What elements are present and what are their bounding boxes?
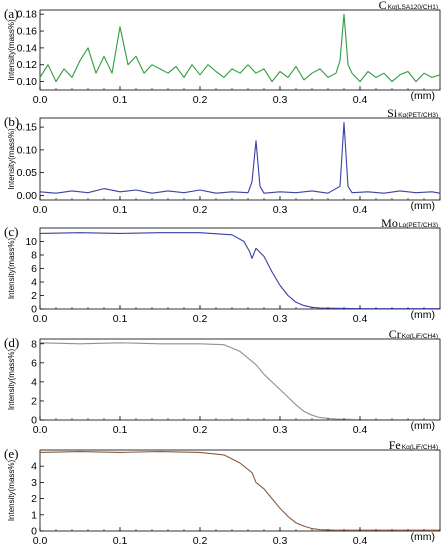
x-tick-label: 0.4 bbox=[353, 535, 368, 547]
y-tick-label: 2 bbox=[31, 395, 37, 407]
x-unit-label: (mm) bbox=[411, 309, 436, 321]
element-line: Kα(LiF/CH4) bbox=[402, 444, 438, 451]
y-tick-label: 0.16 bbox=[17, 26, 38, 38]
y-tick-label: 1 bbox=[31, 509, 37, 521]
y-tick-label: 0.00 bbox=[17, 190, 38, 202]
y-tick-label: 2 bbox=[31, 493, 37, 505]
chart-panel-1: 0.0 0.1 0.2 0.3 0.4 0.10 0.12 0.14 0.16 0.18 (mm) (… bbox=[4, 0, 441, 106]
plot-frame bbox=[39, 9, 441, 91]
element-line: Kα(PET/CH3) bbox=[398, 112, 438, 119]
x-tick-label: 0.1 bbox=[113, 204, 128, 216]
series-line bbox=[39, 342, 440, 421]
y-tick-label: 2 bbox=[31, 290, 37, 302]
y-tick-label: 0.05 bbox=[17, 167, 38, 179]
y-tick-label: 3 bbox=[31, 477, 37, 489]
y-axis-label: Intensity(mass%) bbox=[7, 19, 16, 81]
x-unit-label: (mm) bbox=[411, 420, 436, 432]
y-tick-label: 8 bbox=[31, 250, 37, 262]
chart-panel-2: 0.0 0.1 0.2 0.3 0.4 0.00 0.05 0.10 0.15 (mm) (b) Si… bbox=[4, 106, 441, 216]
element-label: CKα(LSA120/CH1) bbox=[379, 0, 438, 12]
y-tick-label: 0.14 bbox=[17, 42, 38, 54]
panel-label: (d) bbox=[4, 335, 19, 350]
x-tick-label: 0.1 bbox=[113, 535, 128, 547]
y-tick-label: 4 bbox=[31, 461, 37, 473]
plot-frame bbox=[39, 449, 441, 532]
chart-panel-5: 0.0 0.1 0.2 0.3 0.4 0 1 2 3 4 (mm) (e) FeKα(LiF/CH4)… bbox=[4, 438, 441, 547]
x-unit-label: (mm) bbox=[411, 531, 436, 543]
element-line: Kα(LSA120/CH1) bbox=[388, 4, 438, 11]
x-tick-label: 0.1 bbox=[113, 94, 128, 106]
x-tick-label: 0.4 bbox=[353, 424, 368, 436]
x-tick-label: 0.0 bbox=[33, 313, 48, 325]
chart-panel-3: 0.0 0.1 0.2 0.3 0.4 0 24 68 10 (mm) (c) MoLα(PET/CH… bbox=[4, 216, 441, 325]
element-symbol: Cr bbox=[389, 327, 401, 341]
element-symbol: Fe bbox=[389, 438, 401, 452]
element-label: MoLα(PET/CH3) bbox=[381, 216, 438, 230]
y-tick-label: 0 bbox=[31, 526, 37, 538]
element-line: Lα(PET/CH3) bbox=[399, 222, 438, 229]
x-tick-label: 0.3 bbox=[273, 94, 288, 106]
y-tick-label: 0 bbox=[31, 304, 37, 316]
y-axis-label: Intensity(mass%) bbox=[7, 237, 16, 299]
panel-label: (b) bbox=[4, 114, 19, 129]
y-tick-label: 0.18 bbox=[17, 9, 38, 21]
element-line: Kα(LiF/CH4) bbox=[402, 333, 438, 340]
x-tick-label: 0.4 bbox=[353, 313, 368, 325]
plot-frame bbox=[39, 117, 441, 201]
x-tick-label: 0.3 bbox=[273, 535, 288, 547]
chart-panel-4: 0.0 0.1 0.2 0.3 0.4 0 2 4 6 8 (mm) (d) CrKα(LiF/CH4)… bbox=[4, 327, 441, 436]
x-tick-label: 0.3 bbox=[273, 204, 288, 216]
panel-label: (c) bbox=[4, 224, 18, 239]
y-tick-label: 4 bbox=[31, 376, 37, 388]
element-symbol: C bbox=[379, 0, 387, 12]
y-tick-label: 0 bbox=[31, 415, 37, 427]
x-tick-label: 0.3 bbox=[273, 313, 288, 325]
y-tick-label: 0.12 bbox=[17, 59, 38, 71]
plot-frame bbox=[39, 338, 441, 421]
y-axis-label: Intensity(mass%) bbox=[7, 348, 16, 410]
panel-label: (a) bbox=[4, 6, 18, 21]
y-axis-label: Intensity(mass%) bbox=[7, 459, 16, 521]
element-label: FeKα(LiF/CH4) bbox=[389, 438, 438, 452]
y-tick-label: 4 bbox=[31, 277, 37, 289]
series-line bbox=[39, 13, 441, 83]
y-tick-label: 0.15 bbox=[17, 122, 38, 134]
y-tick-label: 10 bbox=[25, 236, 37, 248]
x-tick-label: 0.0 bbox=[33, 204, 48, 216]
y-tick-label: 0.10 bbox=[17, 76, 38, 88]
x-tick-label: 0.2 bbox=[193, 424, 208, 436]
x-tick-label: 0.0 bbox=[33, 535, 48, 547]
x-tick-label: 0.2 bbox=[193, 204, 208, 216]
x-unit-label: (mm) bbox=[411, 90, 436, 102]
x-unit-label: (mm) bbox=[411, 200, 436, 212]
x-tick-label: 0.1 bbox=[113, 313, 128, 325]
x-tick-label: 0.4 bbox=[353, 204, 368, 216]
series-line bbox=[39, 122, 441, 194]
panel-label: (e) bbox=[4, 446, 18, 461]
element-symbol: Si bbox=[387, 106, 398, 120]
y-tick-label: 0.10 bbox=[17, 144, 38, 156]
x-tick-label: 0.2 bbox=[193, 313, 208, 325]
element-label: SiKα(PET/CH3) bbox=[387, 106, 438, 120]
x-tick-label: 0.0 bbox=[33, 94, 48, 106]
series-line bbox=[39, 451, 440, 531]
x-tick-label: 0.3 bbox=[273, 424, 288, 436]
x-tick-label: 0.4 bbox=[353, 94, 368, 106]
x-tick-label: 0.2 bbox=[193, 535, 208, 547]
y-axis-label: Intensity(mass%) bbox=[7, 128, 16, 190]
element-symbol: Mo bbox=[381, 216, 398, 230]
x-tick-label: 0.2 bbox=[193, 94, 208, 106]
y-tick-label: 6 bbox=[31, 263, 37, 275]
y-tick-label: 6 bbox=[31, 357, 37, 369]
x-tick-label: 0.0 bbox=[33, 424, 48, 436]
element-label: CrKα(LiF/CH4) bbox=[389, 327, 438, 341]
x-tick-label: 0.1 bbox=[113, 424, 128, 436]
y-tick-label: 8 bbox=[31, 338, 37, 350]
